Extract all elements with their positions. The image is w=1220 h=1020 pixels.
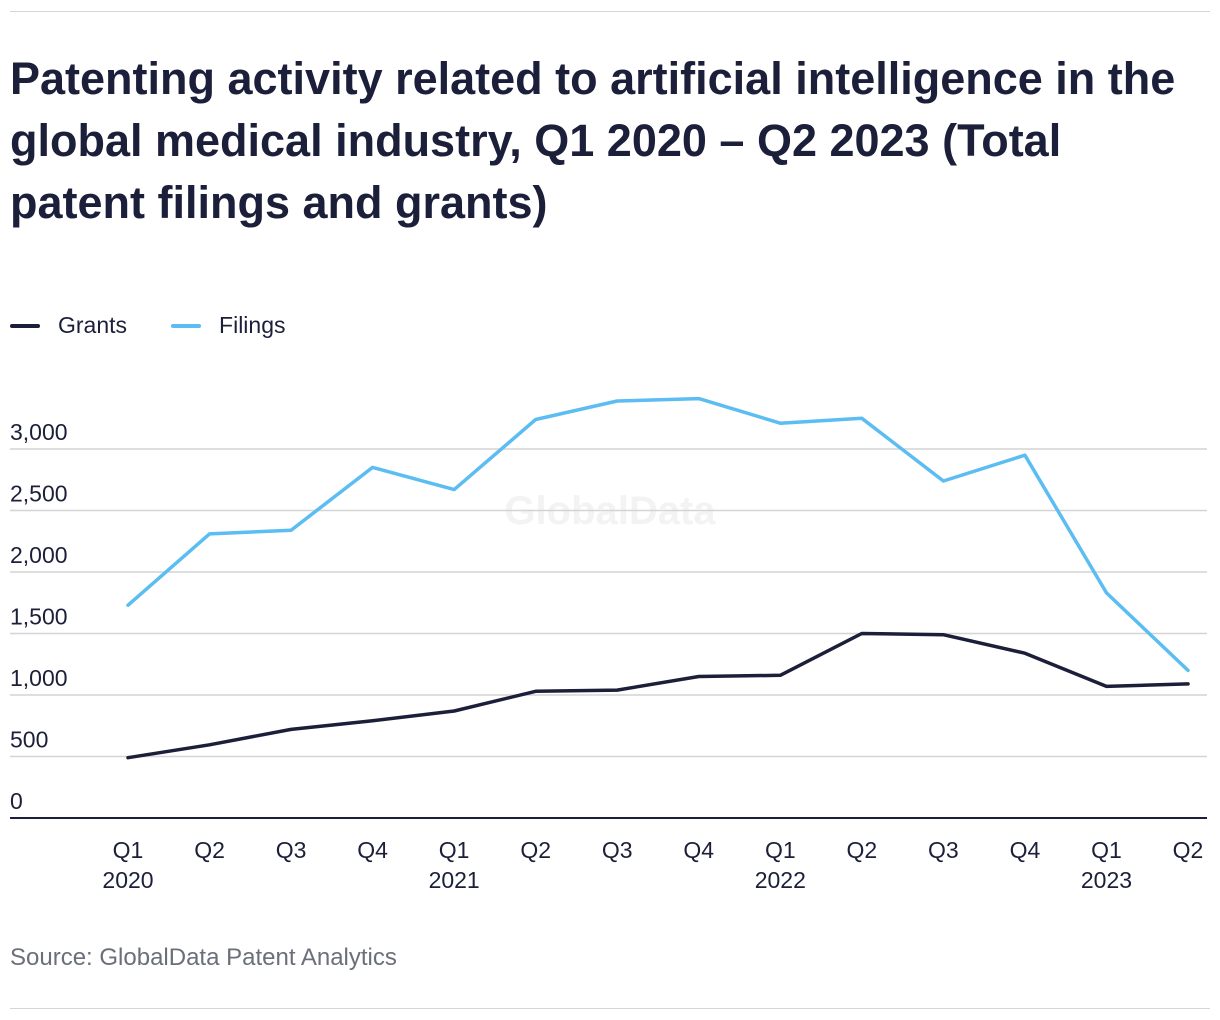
x-tick-label: Q2 bbox=[194, 837, 225, 863]
x-tick-label: Q1 bbox=[765, 837, 796, 863]
x-tick-label: Q1 bbox=[439, 837, 470, 863]
source-note: Source: GlobalData Patent Analytics bbox=[10, 944, 397, 971]
legend-item-grants[interactable]: Grants bbox=[10, 312, 127, 339]
chart-title: Patenting activity related to artificial… bbox=[10, 53, 1176, 228]
y-tick-label: 3,000 bbox=[10, 419, 68, 445]
x-tick-label: Q4 bbox=[683, 837, 714, 863]
chart-legend: Grants Filings bbox=[10, 312, 330, 339]
x-tick-label: Q3 bbox=[276, 837, 307, 863]
y-tick-label: 1,000 bbox=[10, 665, 68, 691]
x-tick-year-label: 2020 bbox=[102, 867, 153, 893]
x-tick-label: Q2 bbox=[520, 837, 551, 863]
x-tick-label: Q3 bbox=[928, 837, 959, 863]
x-tick-year-label: 2023 bbox=[1081, 867, 1132, 893]
legend-item-filings[interactable]: Filings bbox=[171, 312, 286, 339]
y-tick-label: 500 bbox=[10, 727, 48, 753]
y-tick-label: 1,500 bbox=[10, 604, 68, 630]
x-tick-label: Q2 bbox=[1173, 837, 1204, 863]
series-line-grants bbox=[126, 631, 1190, 760]
legend-label-filings: Filings bbox=[219, 312, 286, 338]
series-line-filings bbox=[126, 396, 1190, 673]
y-tick-label: 2,500 bbox=[10, 481, 68, 507]
top-divider bbox=[10, 11, 1210, 12]
x-tick-label: Q3 bbox=[602, 837, 633, 863]
y-tick-label: 2,000 bbox=[10, 542, 68, 568]
legend-swatch-filings bbox=[171, 323, 202, 328]
y-tick-label: 0 bbox=[10, 788, 23, 814]
legend-label-grants: Grants bbox=[58, 312, 128, 338]
bottom-divider bbox=[10, 1008, 1210, 1009]
x-tick-label: Q4 bbox=[357, 837, 388, 863]
x-tick-year-label: 2021 bbox=[429, 867, 480, 893]
x-tick-label: Q2 bbox=[847, 837, 878, 863]
x-tick-label: Q1 bbox=[113, 837, 144, 863]
legend-swatch-grants bbox=[10, 323, 40, 328]
x-tick-year-label: 2022 bbox=[755, 867, 806, 893]
x-tick-label: Q4 bbox=[1010, 837, 1041, 863]
x-tick-label: Q1 bbox=[1091, 837, 1122, 863]
